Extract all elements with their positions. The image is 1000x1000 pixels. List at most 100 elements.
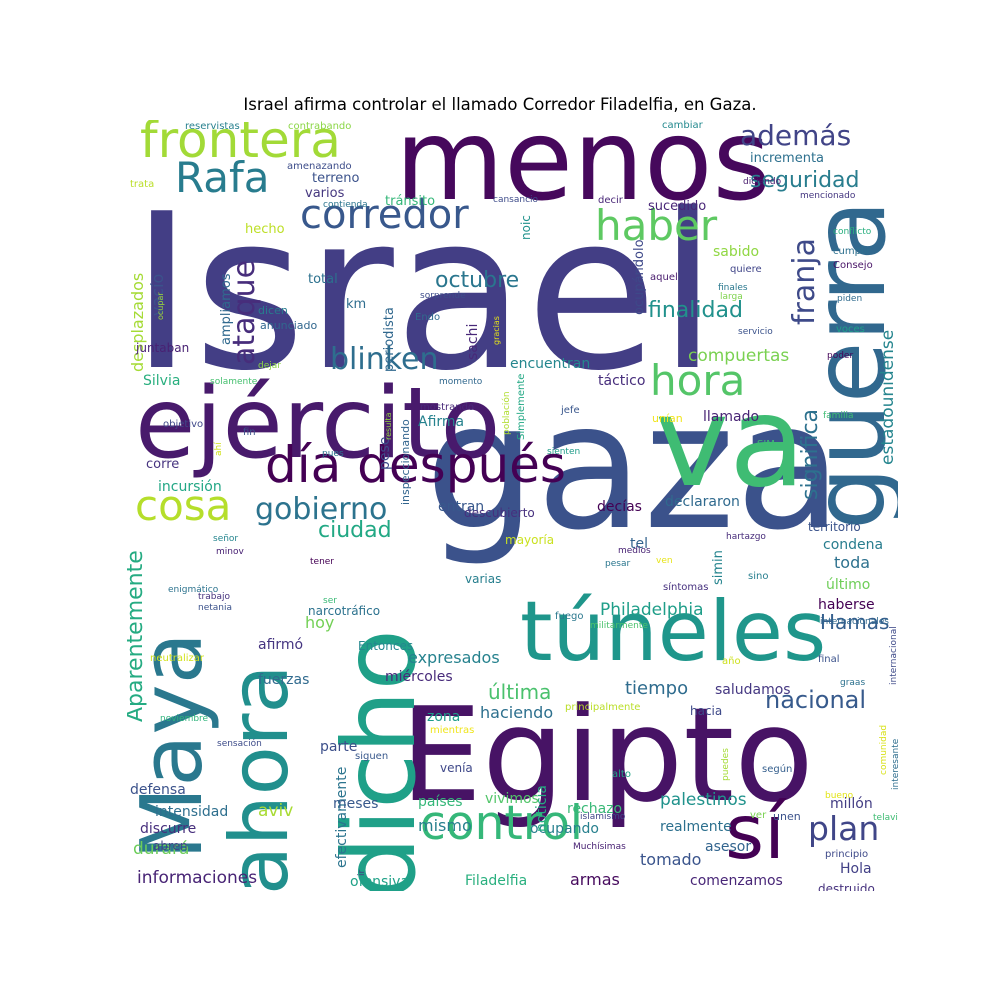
cloud-word: octubre: [435, 268, 520, 293]
cloud-word: juntaban: [136, 341, 190, 355]
cloud-word: finales: [718, 283, 748, 293]
cloud-word: Consejo: [833, 260, 873, 271]
cloud-word: día después: [265, 436, 566, 494]
page-title: Israel afirma controlar el llamado Corre…: [243, 95, 757, 114]
cloud-word: varias: [465, 572, 502, 586]
cloud-word: trabajo: [198, 592, 230, 602]
cloud-word: vivimos: [485, 791, 539, 807]
cloud-word: km: [346, 297, 367, 312]
cloud-word: hacia: [690, 704, 723, 718]
cloud-word: encuentran: [510, 356, 591, 372]
cloud-word: haciendo: [480, 703, 554, 722]
cloud-word: hoy: [305, 613, 335, 632]
cloud-word: ir: [357, 869, 367, 876]
cloud-word: realmente: [660, 819, 732, 835]
cloud-word: terreno: [312, 171, 360, 186]
cloud-word: mayoría: [505, 533, 555, 547]
cloud-word: tiempo: [625, 678, 689, 699]
cloud-word: fin: [243, 427, 256, 438]
cloud-word: cumplir: [833, 246, 871, 257]
cloud-word: compuertas: [688, 346, 790, 366]
cloud-word: total: [308, 272, 338, 287]
cloud-word: Filadelfia: [465, 873, 528, 889]
cloud-word: telaviv: [873, 813, 898, 823]
cloud-word: sensación: [217, 739, 262, 749]
cloud-word: internacionales: [820, 617, 889, 627]
cloud-word: siguen: [355, 751, 389, 762]
cloud-word: sienten: [547, 447, 581, 457]
cloud-word: mostrando: [420, 402, 475, 413]
cloud-word: sí: [725, 788, 785, 876]
cloud-word: significa: [798, 408, 823, 500]
cloud-word: Aparentemente: [127, 550, 148, 722]
cloud-word: amenazando: [287, 161, 352, 172]
cloud-word: entran: [438, 499, 485, 515]
cloud-word: expresados: [408, 648, 500, 667]
cloud-word: pese: [377, 436, 393, 470]
cloud-word: comenzamos: [690, 873, 783, 889]
cloud-word: unen: [773, 810, 801, 823]
cloud-word: fuego: [555, 611, 584, 622]
cloud-word: Hamas: [820, 610, 890, 634]
cloud-word: finalidad: [648, 298, 743, 323]
cloud-word: aviv: [258, 801, 294, 821]
cloud-word: reservistas: [185, 121, 240, 132]
cloud-word: condena: [823, 537, 884, 553]
cloud-word: aquel: [650, 272, 678, 283]
word-cloud: Israel gaza menos va Egipto ejército guerra dic…: [127, 120, 898, 891]
cloud-word: interesante: [891, 738, 898, 790]
cloud-word: llamado: [703, 409, 760, 425]
cloud-word: poder: [827, 351, 854, 361]
cloud-word: blinken: [330, 342, 439, 377]
cloud-word: sino: [748, 571, 769, 582]
cloud-word: inspeccionando: [399, 419, 412, 505]
cloud-word: Endo: [415, 312, 441, 323]
cloud-word: palestinos: [660, 790, 747, 810]
cloud-word: principio: [825, 849, 869, 860]
cloud-word: objetivo: [163, 419, 204, 430]
cloud-word: pues: [322, 449, 344, 459]
cloud-word: franja: [787, 237, 822, 325]
cloud-word: discurre: [140, 821, 197, 837]
cloud-word: estadounidense: [878, 329, 898, 465]
cloud-word: Philadelphia: [600, 600, 704, 620]
cloud-word: control: [420, 796, 583, 851]
cloud-word: noic: [519, 215, 533, 240]
cloud-word: familia: [823, 411, 854, 421]
cloud-word: cosa: [135, 481, 232, 530]
cloud-word: desplazados: [128, 272, 147, 372]
cloud-word: Simplemente: [516, 373, 527, 440]
cloud-word: corre: [146, 457, 180, 472]
cloud-word: según: [762, 764, 793, 775]
cloud-word: ahí: [214, 442, 224, 456]
cloud-word: afirmó: [258, 637, 304, 653]
cloud-word: gracias: [492, 316, 501, 345]
cloud-word: ciudad: [318, 518, 392, 543]
cloud-word: Hola: [840, 861, 872, 877]
cloud-word: informaciones: [137, 868, 258, 888]
cloud-word: hora: [650, 356, 746, 405]
cloud-word: sucedido: [648, 199, 707, 214]
cloud-word: tomado: [640, 850, 702, 869]
cloud-word: última: [488, 680, 552, 704]
cloud-word: conflicto: [833, 227, 872, 237]
cloud-word: Israel: [130, 167, 718, 418]
cloud-word: resulta: [384, 412, 393, 440]
cloud-word: narcotráfico: [308, 604, 381, 618]
cloud-word: ver: [750, 810, 767, 821]
cloud-word: SIM: [757, 439, 775, 450]
cloud-word: población: [502, 391, 512, 435]
cloud-word: alto: [612, 769, 631, 780]
cloud-word: servicio: [738, 327, 773, 337]
cloud-word: enigmático: [168, 585, 219, 595]
cloud-word: jefe: [561, 405, 580, 416]
cloud-word: fuerzas: [258, 672, 310, 688]
cloud-word: trata: [130, 179, 155, 190]
cloud-word: rechazo: [567, 801, 623, 817]
cloud-word: Silvia: [143, 373, 181, 389]
cloud-word: hartazgo: [726, 532, 766, 542]
cloud-word: menos: [395, 120, 771, 226]
cloud-word: gobierno: [255, 492, 388, 527]
cloud-word: saludamos: [715, 682, 791, 698]
cloud-word: declararon: [665, 494, 740, 510]
